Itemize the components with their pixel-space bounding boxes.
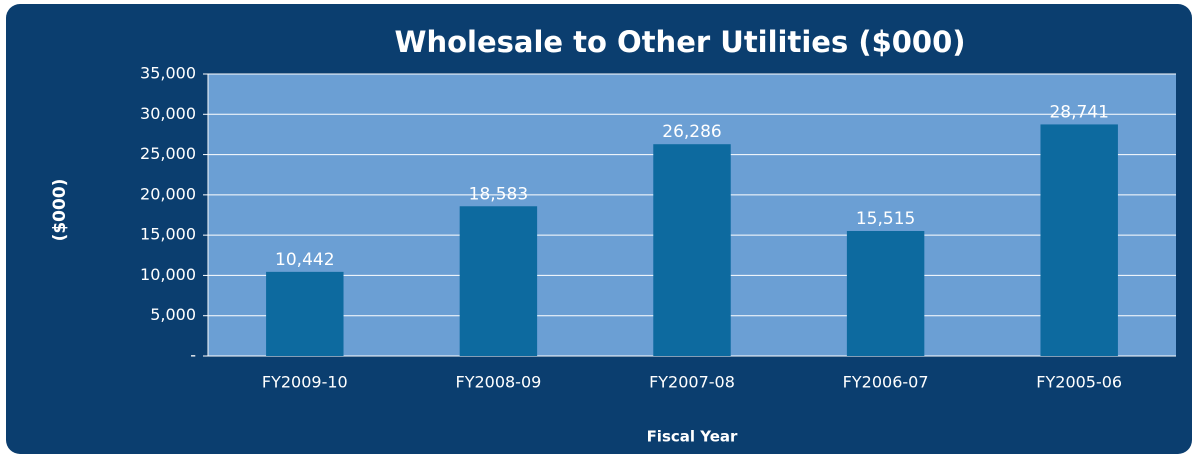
y-tick-label: 30,000 [140, 104, 196, 123]
bar [653, 144, 731, 356]
x-tick-label: FY2008-09 [455, 373, 541, 392]
value-label: 10,442 [275, 250, 334, 270]
bar [1040, 124, 1118, 356]
y-tick-label: - [190, 346, 196, 365]
y-axis-label: ($000) [50, 179, 70, 242]
y-tick-label: 10,000 [140, 265, 196, 284]
y-tick-label: 35,000 [140, 64, 196, 83]
x-tick-label: FY2007-08 [649, 373, 735, 392]
bar [846, 230, 925, 356]
value-label: 18,583 [469, 184, 528, 204]
chart-title: Wholesale to Other Utilities ($000) [394, 25, 965, 59]
value-label: 15,515 [856, 209, 915, 229]
y-tick-label: 15,000 [140, 225, 196, 244]
x-axis-label: Fiscal Year [647, 428, 738, 446]
x-tick-label: FY2005-06 [1036, 373, 1122, 392]
value-label: 28,741 [1049, 102, 1108, 122]
value-label: 26,286 [662, 122, 721, 142]
x-tick-label: FY2006-07 [843, 373, 929, 392]
x-tick-label: FY2009-10 [262, 373, 348, 392]
bar [459, 206, 538, 356]
y-tick-label: 20,000 [140, 184, 196, 203]
y-tick-label: 5,000 [150, 305, 196, 324]
bar [266, 271, 344, 356]
y-tick-label: 25,000 [140, 144, 196, 163]
